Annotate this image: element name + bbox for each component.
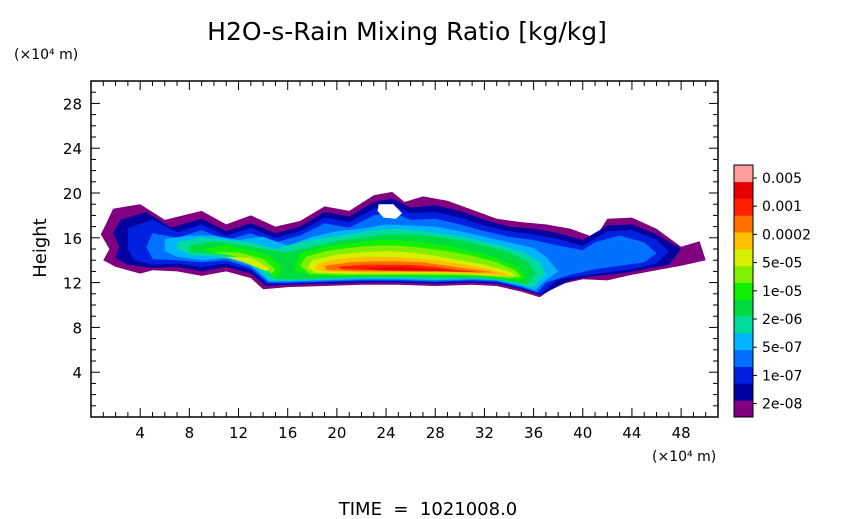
x-tick-labels: 4 8 12 16 20 24 28 32 36 40 44 48 bbox=[135, 424, 690, 442]
chart-title: H2O-s-Rain Mixing Ratio [kg/kg] bbox=[207, 17, 607, 46]
axis-ticks bbox=[91, 81, 718, 417]
footer-time: TIME = 1021008.0 bbox=[338, 499, 518, 519]
x-tick-label: 4 bbox=[135, 424, 145, 442]
colorbar-swatch bbox=[734, 400, 753, 418]
x-tick-label: 20 bbox=[327, 424, 346, 442]
y-tick-labels: 4 8 12 16 20 24 28 bbox=[63, 95, 82, 382]
colorbar-swatch bbox=[734, 181, 753, 199]
colorbar-label: 5e-05 bbox=[762, 256, 802, 272]
x-tick-label: 24 bbox=[377, 424, 396, 442]
y-tick-label: 12 bbox=[63, 275, 82, 293]
colorbar-swatch bbox=[734, 299, 753, 317]
colorbar-label: 0.0002 bbox=[762, 227, 811, 243]
x-tick-label: 40 bbox=[573, 424, 592, 442]
colorbar: 0.005 0.001 0.0002 5e-05 1e-05 2e-06 5e-07 1e-0… bbox=[733, 164, 811, 418]
x-tick-label: 36 bbox=[524, 424, 543, 442]
contour-band-8 bbox=[213, 252, 276, 274]
colorbar-swatch bbox=[734, 282, 753, 300]
y-tick-label: 4 bbox=[72, 364, 82, 382]
colorbar-swatch bbox=[734, 232, 753, 250]
colorbar-swatch bbox=[734, 249, 753, 267]
x-tick-label: 12 bbox=[229, 424, 248, 442]
y-tick-label: 8 bbox=[72, 319, 82, 337]
colorbar-label: 2e-08 bbox=[762, 397, 802, 413]
colorbar-label: 1e-07 bbox=[762, 368, 802, 384]
x-tick-label: 16 bbox=[278, 424, 297, 442]
colorbar-swatch bbox=[734, 333, 753, 351]
colorbar-swatch bbox=[734, 265, 753, 283]
contour-band-13 bbox=[361, 266, 460, 272]
colorbar-swatch bbox=[734, 215, 753, 233]
contour-band-9 bbox=[226, 256, 270, 272]
x-axis-unit: (×10⁴ m) bbox=[652, 449, 716, 465]
colorbar-label: 1e-05 bbox=[762, 284, 802, 300]
y-tick-label: 24 bbox=[63, 140, 82, 158]
colorbar-swatch bbox=[734, 316, 753, 334]
colorbar-label: 0.001 bbox=[762, 199, 802, 215]
colorbar-label: 5e-07 bbox=[762, 340, 802, 356]
x-tick-label: 28 bbox=[426, 424, 445, 442]
plot-frame bbox=[90, 80, 719, 418]
colorbar-swatch bbox=[734, 165, 753, 183]
contour-bands bbox=[100, 191, 706, 298]
y-axis-label: Height bbox=[30, 218, 51, 278]
y-axis-unit: (×10⁴ m) bbox=[14, 47, 78, 63]
y-tick-label: 16 bbox=[63, 230, 82, 248]
colorbar-swatch bbox=[734, 349, 753, 367]
colorbar-swatch bbox=[734, 198, 753, 216]
colorbar-swatch bbox=[734, 366, 753, 384]
contour-band-0 bbox=[377, 204, 402, 219]
colorbar-swatch bbox=[734, 383, 753, 401]
x-tick-label: 48 bbox=[672, 424, 691, 442]
plot-area bbox=[90, 80, 719, 418]
y-tick-label: 20 bbox=[63, 185, 82, 203]
x-tick-label: 8 bbox=[185, 424, 195, 442]
x-tick-label: 44 bbox=[622, 424, 641, 442]
colorbar-label: 0.005 bbox=[762, 171, 802, 187]
y-tick-label: 28 bbox=[63, 95, 82, 113]
colorbar-label: 2e-06 bbox=[762, 312, 802, 328]
x-tick-label: 32 bbox=[475, 424, 494, 442]
